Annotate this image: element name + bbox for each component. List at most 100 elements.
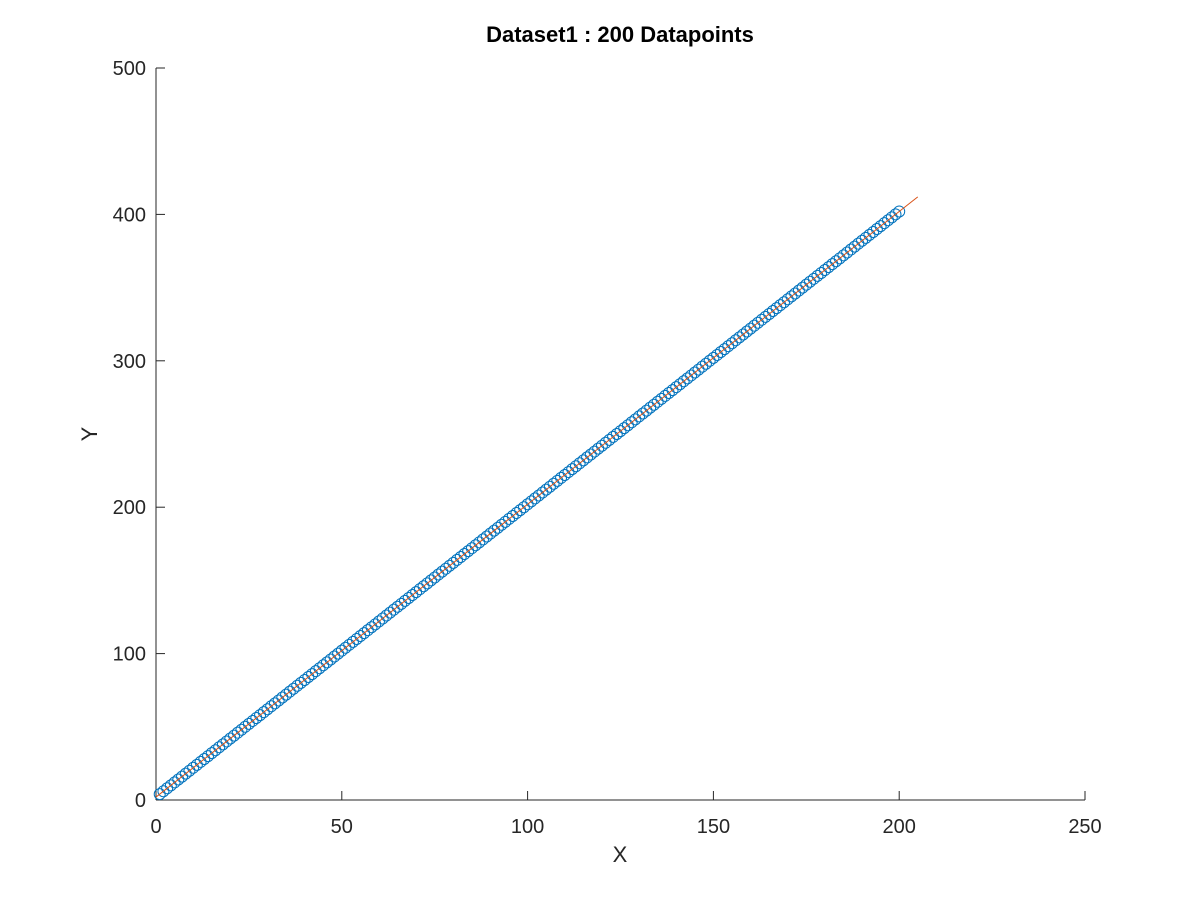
scatter-point — [766, 305, 779, 318]
scatter-point — [261, 703, 274, 716]
scatter-point — [562, 466, 575, 479]
scatter-point — [343, 638, 356, 651]
scatter-point — [536, 486, 549, 499]
y-tick-label: 200 — [113, 497, 146, 519]
scatter-point — [822, 261, 835, 274]
scatter-point — [837, 249, 850, 262]
scatter-point — [517, 501, 530, 514]
scatter-point — [677, 375, 690, 388]
scatter-point — [473, 536, 486, 549]
scatter-point — [807, 272, 820, 285]
scatter-point — [406, 589, 419, 602]
scatter-point — [659, 389, 672, 402]
scatter-point — [153, 788, 166, 801]
scatter-point — [848, 240, 861, 253]
scatter-point — [577, 454, 590, 467]
scatter-point — [603, 433, 616, 446]
scatter-point — [365, 621, 378, 634]
scatter-point — [629, 413, 642, 426]
x-tick-label: 0 — [150, 816, 161, 838]
scatter-point — [666, 384, 679, 397]
scatter-point — [785, 290, 798, 303]
scatter-point — [477, 533, 490, 546]
scatter-point — [283, 685, 296, 698]
scatter-point — [484, 527, 497, 540]
x-tick-label: 150 — [697, 816, 730, 838]
scatter-point — [302, 671, 315, 684]
y-tick-label: 400 — [113, 204, 146, 226]
scatter-point — [454, 550, 467, 563]
scatter-point — [183, 764, 196, 777]
scatter-point — [209, 744, 222, 757]
scatter-point — [272, 694, 285, 707]
scatter-point — [878, 217, 891, 230]
scatter-point — [436, 565, 449, 578]
scatter-point — [525, 495, 538, 508]
scatter-point — [718, 343, 731, 356]
axes — [155, 68, 1085, 801]
scatter-point — [566, 463, 579, 476]
scatter-point — [740, 325, 753, 338]
y-tick-label: 500 — [113, 58, 146, 80]
scatter-point — [804, 275, 817, 288]
scatter-point — [655, 392, 668, 405]
scatter-point — [391, 600, 404, 613]
scatter-point — [778, 296, 791, 309]
scatter-point — [488, 524, 501, 537]
fit-line — [155, 196, 919, 798]
scatter-point — [696, 360, 709, 373]
scatter-point — [748, 319, 761, 332]
scatter-point — [573, 457, 586, 470]
scatter-point — [309, 665, 322, 678]
fit-line-group — [155, 196, 919, 798]
scatter-point — [172, 773, 185, 786]
scatter-point — [811, 269, 824, 282]
scatter-point — [216, 738, 229, 751]
scatter-point — [335, 644, 348, 657]
scatter-point — [384, 606, 397, 619]
scatter-point — [480, 530, 493, 543]
scatter-point — [711, 348, 724, 361]
scatter-point — [194, 755, 207, 768]
scatter-point — [246, 714, 259, 727]
scatter-point — [328, 650, 341, 663]
scatter-point — [254, 709, 267, 722]
scatter-point — [242, 717, 255, 730]
scatter-point — [220, 735, 233, 748]
y-axis-label: Y — [77, 426, 102, 441]
scatter-point — [852, 237, 865, 250]
scatter-point — [491, 521, 504, 534]
scatter-point — [432, 568, 445, 581]
scatter-point — [443, 559, 456, 572]
scatter-point — [781, 293, 794, 306]
scatter-point — [280, 688, 293, 701]
scatter-point — [737, 328, 750, 341]
scatter-point — [361, 624, 374, 637]
scatter-point — [176, 770, 189, 783]
scatter-point — [725, 337, 738, 350]
scatter-point — [369, 618, 382, 631]
scatter-point — [540, 483, 553, 496]
scatter-point — [859, 231, 872, 244]
scatter-point — [428, 571, 441, 584]
scatter-point — [250, 712, 263, 725]
scatter-point — [495, 518, 508, 531]
scatter-point — [833, 252, 846, 265]
scatter-point — [499, 515, 512, 528]
scatter-point — [800, 278, 813, 291]
scatter-point — [276, 691, 289, 704]
scatter-point — [792, 284, 805, 297]
scatter-point — [588, 445, 601, 458]
scatter-point — [317, 659, 330, 672]
scatter-point — [354, 630, 367, 643]
scatter-point — [644, 401, 657, 414]
x-tick-label: 200 — [883, 816, 916, 838]
scatter-point — [202, 750, 215, 763]
scatter-point — [506, 509, 519, 522]
scatter-point — [796, 281, 809, 294]
scatter-point — [681, 372, 694, 385]
scatter-point — [703, 354, 716, 367]
scatter-point — [228, 729, 241, 742]
scatter-point — [346, 635, 359, 648]
